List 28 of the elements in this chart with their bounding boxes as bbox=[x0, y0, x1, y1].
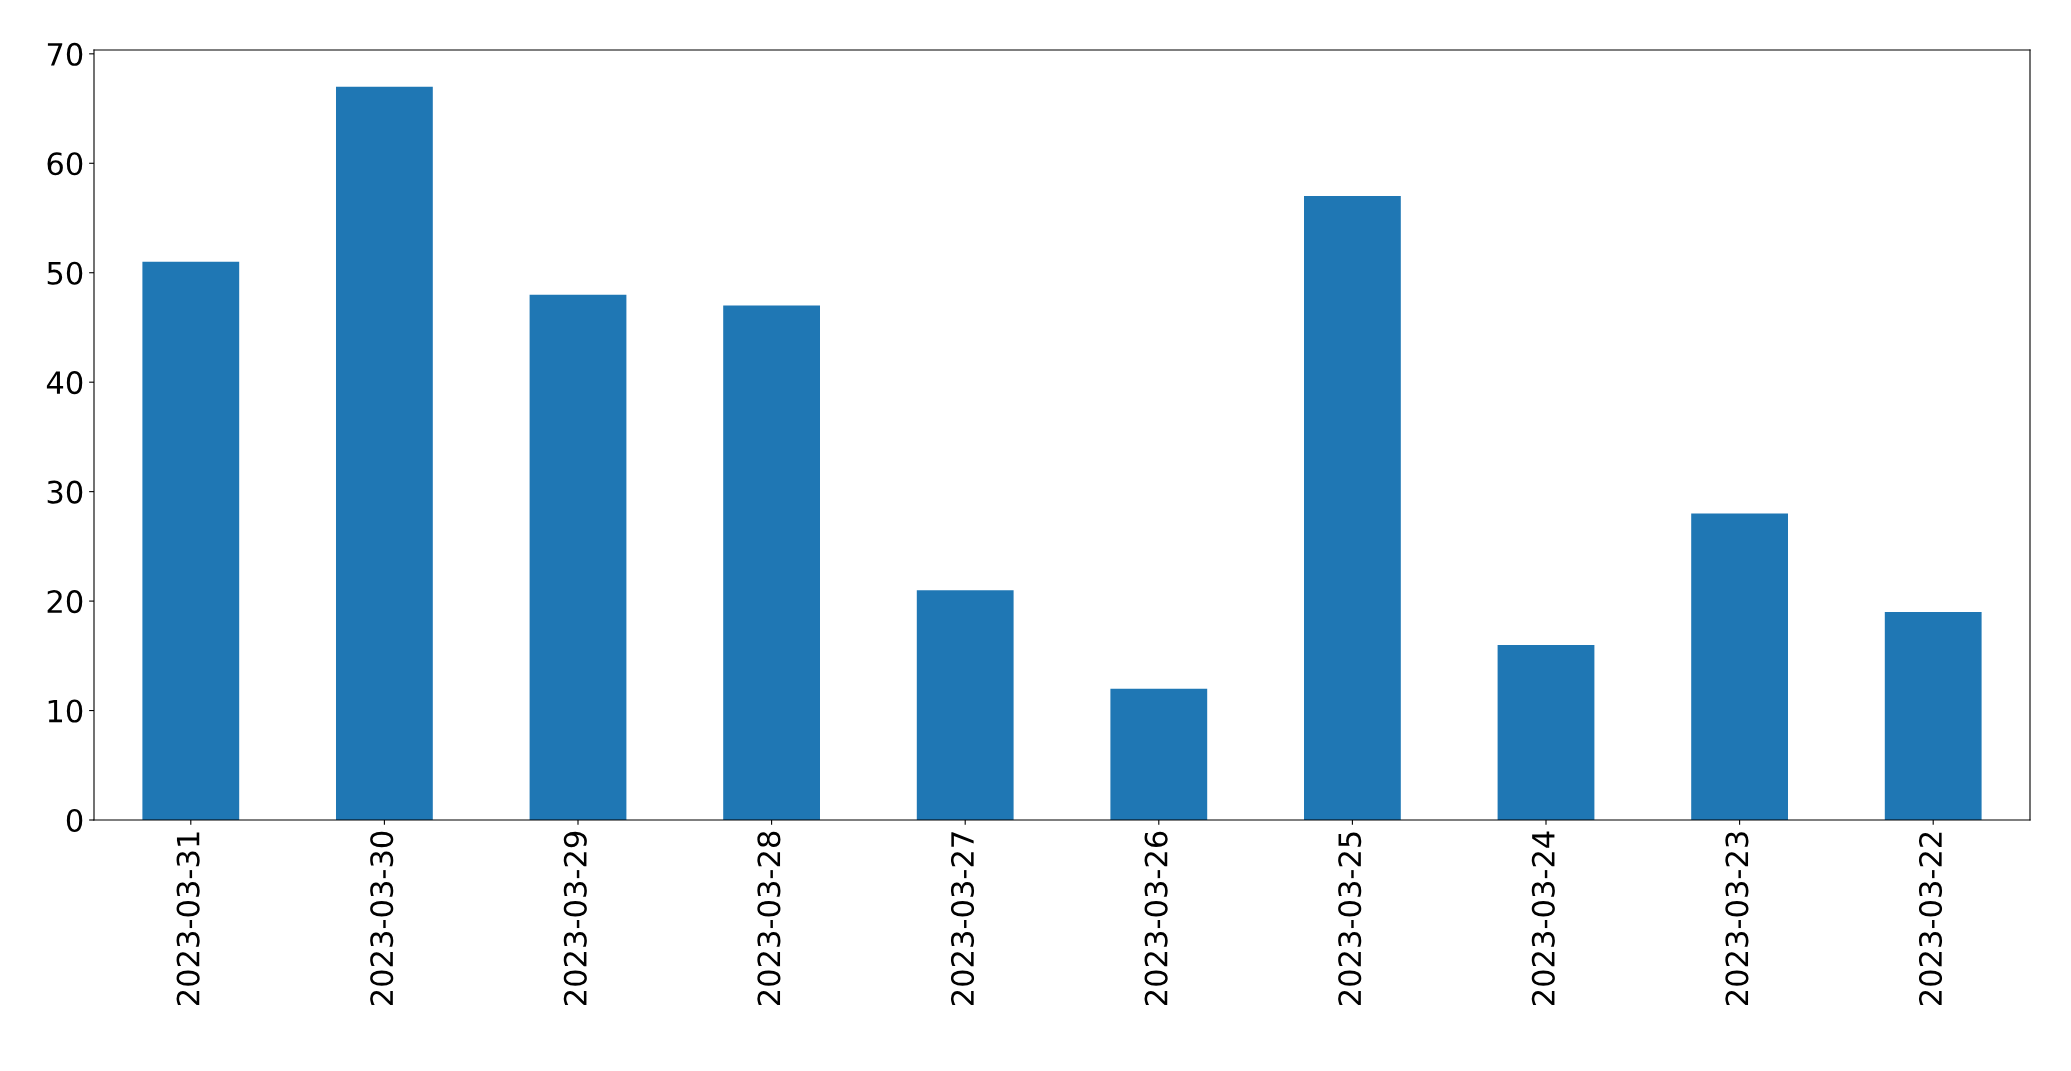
y-tick-label: 0 bbox=[66, 808, 83, 833]
y-tick-label: 10 bbox=[48, 699, 83, 723]
bar bbox=[916, 590, 1014, 820]
x-tick-label: 2023-03-22 bbox=[1918, 832, 1943, 1006]
bar bbox=[1497, 644, 1595, 820]
y-tick-label: 20 bbox=[47, 590, 83, 614]
y-tick-label: 40 bbox=[46, 371, 83, 395]
bar bbox=[529, 294, 627, 820]
bar bbox=[142, 261, 240, 820]
bar bbox=[1304, 196, 1401, 820]
bar bbox=[1884, 612, 1982, 820]
y-tick-label: 70 bbox=[47, 42, 83, 66]
x-tick-label: 2023-03-28 bbox=[757, 831, 781, 1006]
bar bbox=[1110, 688, 1208, 820]
y-tick-label: 50 bbox=[47, 261, 83, 285]
y-tick-label: 60 bbox=[47, 152, 83, 176]
x-tick-label: 2023-03-26 bbox=[1144, 831, 1168, 1006]
x-tick-label: 2023-03-25 bbox=[1338, 832, 1362, 1006]
bar bbox=[1691, 513, 1788, 820]
bar bbox=[336, 86, 433, 820]
x-tick-label: 2023-03-24 bbox=[1531, 831, 1555, 1006]
x-tick-label: 2023-03-30 bbox=[370, 831, 394, 1006]
x-tick-label: 2023-03-23 bbox=[1725, 832, 1749, 1006]
bar bbox=[723, 305, 820, 820]
x-tick-label: 2023-03-29 bbox=[563, 831, 587, 1006]
y-tick-label: 30 bbox=[47, 480, 83, 504]
x-tick-label: 2023-03-27 bbox=[950, 832, 975, 1006]
x-tick-label: 2023-03-31 bbox=[176, 832, 200, 1006]
